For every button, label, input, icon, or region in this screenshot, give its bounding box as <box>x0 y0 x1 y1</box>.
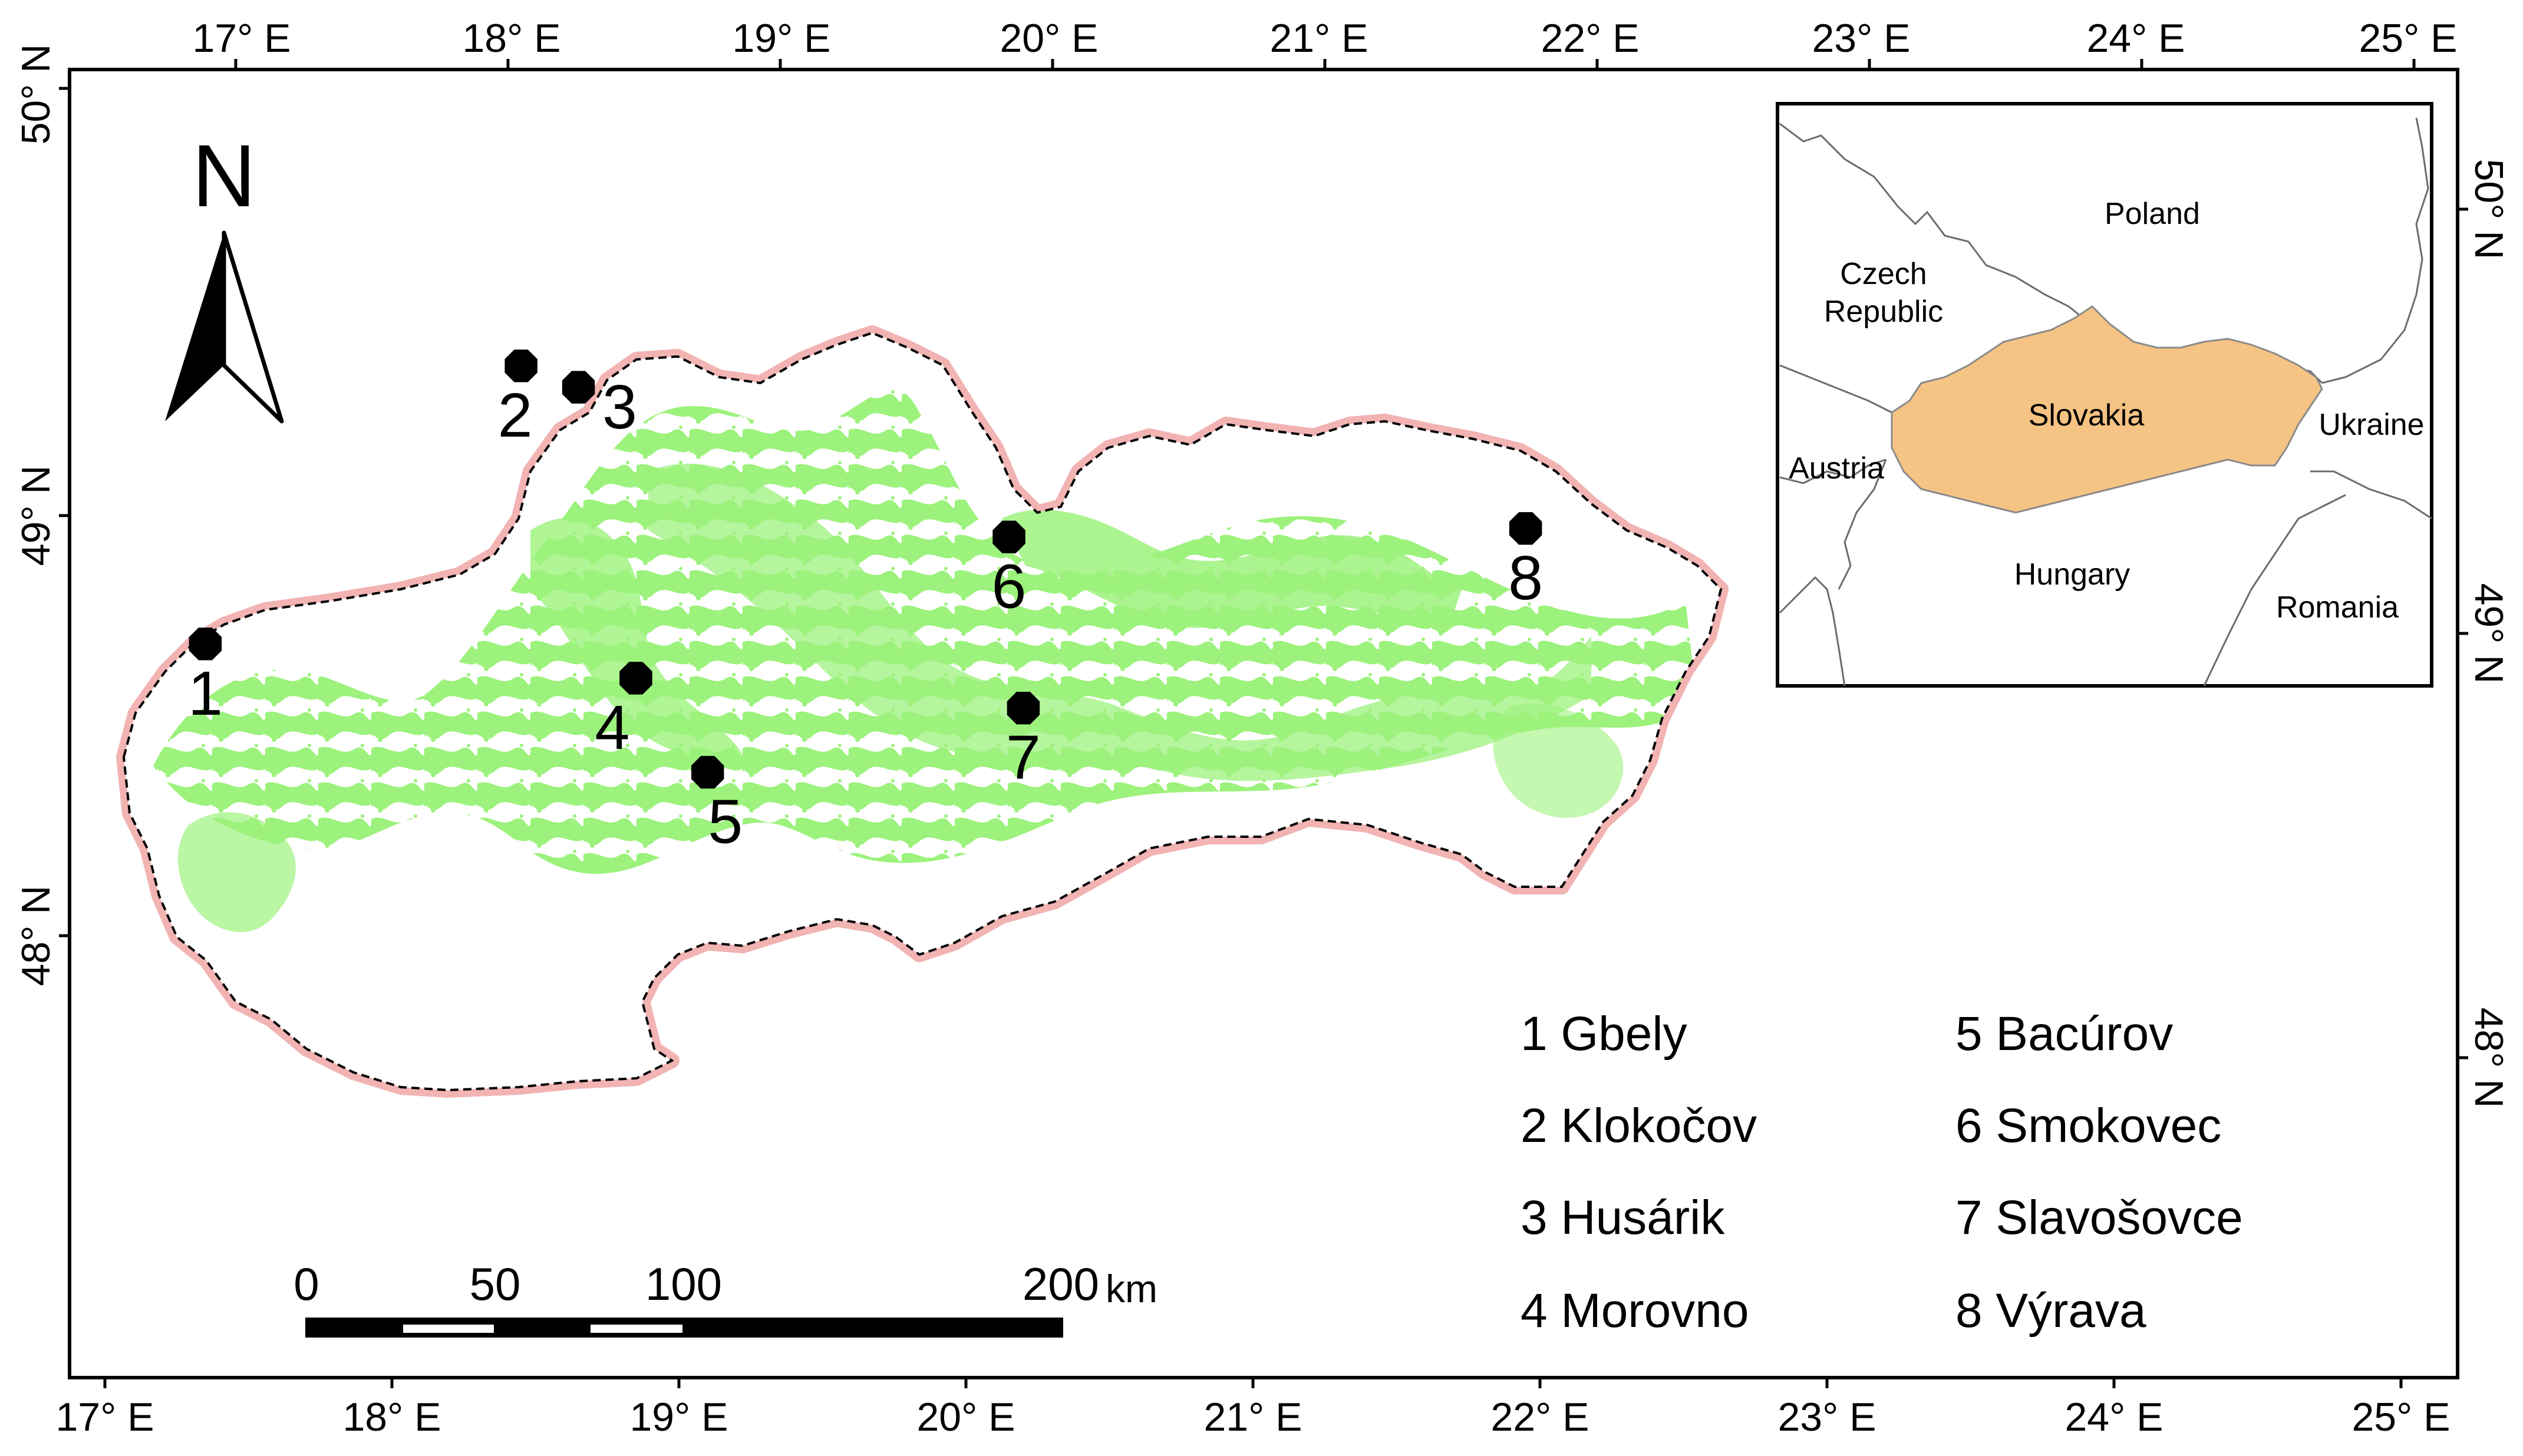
site-legend: 1 Gbely 2 Klokočov 3 Husárik 4 Morovno 5… <box>1521 1007 2243 1338</box>
top-axis: 17° E 18° E 19° E 20° E 21° E 22° E 23° … <box>192 16 2458 70</box>
site-number-label: 7 <box>1006 723 1041 793</box>
inset-map: Poland Czech Republic Slovakia Ukraine A… <box>1776 102 2433 688</box>
scale-bar-segment <box>403 1325 494 1333</box>
inset-label-czech-2: Republic <box>1824 295 1943 329</box>
site-marker-icon <box>562 371 595 404</box>
bottom-axis-label: 25° E <box>2351 1395 2450 1440</box>
north-arrow-icon: N <box>165 126 284 424</box>
right-axis: 50° N 49° N 48° N <box>2458 159 2511 1108</box>
legend-item: 8 Výrava <box>1955 1284 2146 1338</box>
scale-bar-segment <box>591 1325 682 1333</box>
legend-item: 3 Husárik <box>1521 1191 1725 1244</box>
legend-item: 4 Morovno <box>1521 1284 1749 1338</box>
bottom-axis-label: 17° E <box>55 1395 154 1440</box>
inset-slovakia <box>1891 305 2323 514</box>
site-marker-icon <box>189 628 222 661</box>
inset-label-austria: Austria <box>1789 451 1884 486</box>
top-axis-label: 25° E <box>2359 16 2457 61</box>
top-axis-label: 18° E <box>462 16 560 61</box>
left-axis-label: 48° N <box>14 886 58 986</box>
scale-tick-label: 100 <box>645 1258 722 1310</box>
right-axis-label: 50° N <box>2466 159 2511 260</box>
site-number-label: 6 <box>992 552 1027 621</box>
site-marker-icon <box>1007 692 1040 725</box>
site-marker: 1 <box>188 628 223 728</box>
bottom-axis-label: 23° E <box>1777 1395 1876 1440</box>
inset-label-poland: Poland <box>2105 197 2200 231</box>
inset-label-czech: Czech <box>1840 257 1927 291</box>
legend-item: 2 Klokočov <box>1521 1099 1757 1153</box>
right-axis-label: 49° N <box>2466 583 2511 684</box>
site-marker-icon <box>691 755 724 789</box>
site-marker: 8 <box>1508 512 1543 613</box>
inset-label-slovakia: Slovakia <box>2029 398 2145 432</box>
bottom-axis-label: 20° E <box>916 1395 1015 1440</box>
top-axis-label: 20° E <box>1000 16 1098 61</box>
site-marker: 7 <box>1006 692 1041 793</box>
top-axis-label: 17° E <box>192 16 291 61</box>
scale-bar: 0 50 100 200 km <box>293 1258 1157 1338</box>
legend-item: 5 Bacúrov <box>1955 1007 2173 1061</box>
scale-tick-label: 200 <box>1023 1258 1099 1310</box>
scale-tick-label: 50 <box>470 1258 521 1310</box>
site-marker: 3 <box>562 371 637 442</box>
site-marker-icon <box>1509 512 1542 545</box>
bottom-axis-label: 19° E <box>629 1395 728 1440</box>
site-number-label: 8 <box>1508 543 1543 613</box>
north-label: N <box>192 126 256 225</box>
top-axis-label: 24° E <box>2086 16 2185 61</box>
left-axis-label: 49° N <box>14 465 58 566</box>
legend-item: 1 Gbely <box>1521 1007 1687 1061</box>
site-marker: 5 <box>691 755 743 857</box>
right-axis-label: 48° N <box>2466 1008 2511 1108</box>
scale-tick-label: 0 <box>293 1258 319 1310</box>
bottom-axis-label: 21° E <box>1203 1395 1302 1440</box>
left-axis-label: 50° N <box>14 44 58 145</box>
site-marker-icon <box>992 520 1025 553</box>
inset-label-romania: Romania <box>2276 590 2399 625</box>
site-number-label: 5 <box>708 787 743 857</box>
left-axis: 50° N 49° N 48° N <box>14 44 70 986</box>
site-marker: 4 <box>595 662 652 762</box>
bottom-axis-label: 22° E <box>1490 1395 1589 1440</box>
scale-unit: km <box>1106 1267 1157 1310</box>
legend-item: 6 Smokovec <box>1955 1099 2221 1153</box>
top-axis-label: 19° E <box>732 16 830 61</box>
site-marker: 6 <box>992 520 1027 621</box>
site-marker-icon <box>504 349 537 382</box>
bottom-axis-label: 18° E <box>342 1395 441 1440</box>
site-number-label: 4 <box>595 693 630 762</box>
site-number-label: 1 <box>188 659 223 728</box>
inset-label-ukraine: Ukraine <box>2318 408 2424 442</box>
top-axis-label: 22° E <box>1541 16 1639 61</box>
top-axis-label: 21° E <box>1269 16 1368 61</box>
site-number-label: 2 <box>498 381 533 450</box>
inset-label-hungary: Hungary <box>2014 557 2130 592</box>
site-marker-icon <box>619 662 652 695</box>
forest-cover-dense <box>648 464 1591 781</box>
bottom-axis-label: 24° E <box>2064 1395 2163 1440</box>
top-axis-label: 23° E <box>1812 16 1910 61</box>
bottom-axis: 17° E 18° E 19° E 20° E 21° E 22° E 23° … <box>55 1378 2451 1440</box>
legend-item: 7 Slavošovce <box>1955 1191 2243 1244</box>
site-number-label: 3 <box>602 372 637 442</box>
site-marker: 2 <box>498 349 537 450</box>
